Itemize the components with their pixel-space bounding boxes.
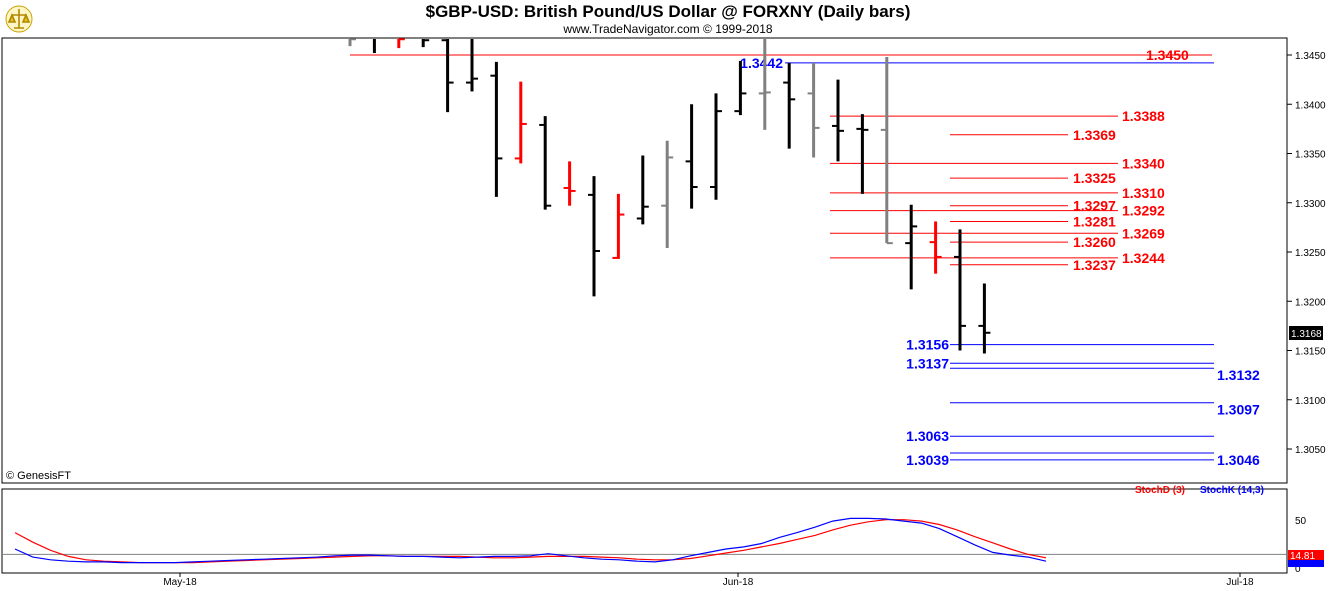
support-label: 1.3442: [740, 55, 783, 71]
stoch-last-badge: [1288, 550, 1324, 562]
ohlc-bar: [348, 38, 356, 47]
resistance-label: 1.3325: [1073, 170, 1116, 186]
stoch-k-badge: [1288, 560, 1324, 567]
ohlc-bar: [807, 62, 820, 158]
stoch-tick-label: 0: [1295, 564, 1301, 575]
ohlc-bar: [563, 161, 576, 206]
price-tick-label: 1.3300: [1295, 199, 1326, 210]
copyright-label: © GenesisFT: [6, 470, 71, 482]
price-tick-label: 1.3350: [1295, 150, 1326, 161]
time-tick-label: May-18: [163, 577, 197, 588]
ohlc-bar: [539, 116, 552, 210]
ohlc-bar: [421, 39, 430, 48]
resistance-label: 1.3340: [1122, 155, 1165, 171]
support-label: 1.3156: [906, 337, 949, 353]
price-axis: 1.3450 1.3400 1.3350 1.3300 1.3250 1.3200 1.31…: [1287, 51, 1326, 456]
ohlc-bar: [905, 204, 918, 290]
resistance-label: 1.3269: [1122, 225, 1165, 241]
resistance-label: 1.3260: [1073, 234, 1116, 250]
resistance-label: 1.3297: [1073, 198, 1116, 214]
ohlc-bar: [397, 38, 405, 49]
chart-title: $GBP-USD: British Pound/US Dollar @ FORX…: [425, 2, 911, 21]
ohlc-bar: [514, 81, 527, 164]
resistance-label: 1.3388: [1122, 108, 1165, 124]
ohlc-bar: [880, 56, 893, 245]
price-panel-frame: [1, 37, 1288, 484]
ohlc-bar: [685, 104, 698, 209]
ohlc-bar: [710, 93, 722, 200]
support-label: 1.3039: [906, 452, 949, 468]
reference-lines: 1.3450 1.3388 1.3369 1.3340 1.3325 1.3310 1.32…: [350, 47, 1260, 468]
resistance-label: 1.3281: [1073, 213, 1116, 229]
ohlc-bar: [734, 60, 747, 116]
legend-stochk: StochK (14,3): [1200, 485, 1264, 496]
ohlc-bar: [929, 221, 942, 274]
stoch-tick-label: 50: [1295, 516, 1307, 527]
price-tick-label: 1.3400: [1295, 100, 1326, 111]
price-tick-label: 1.3450: [1295, 51, 1326, 62]
support-label: 1.3046: [1217, 452, 1260, 468]
time-tick-label: Jul-18: [1226, 577, 1254, 588]
support-label: 1.3137: [906, 355, 949, 371]
ohlc-bar: [978, 283, 991, 354]
ohlc-bar: [588, 176, 600, 297]
resistance-label: 1.3244: [1122, 250, 1165, 266]
support-label: 1.3097: [1217, 402, 1260, 418]
resistance-label: 1.3292: [1122, 203, 1165, 219]
price-tick-label: 1.3200: [1295, 297, 1326, 308]
ohlc-bar: [856, 114, 869, 194]
support-label: 1.3132: [1217, 367, 1260, 383]
ohlc-bar: [490, 61, 503, 197]
stochk-series-line: [14, 517, 1047, 564]
price-tick-label: 1.3150: [1295, 347, 1326, 358]
stochastic-panel-frame: [1, 488, 1288, 574]
resistance-label: 1.3237: [1073, 257, 1116, 273]
legend-stochd: StochD (3): [1135, 485, 1185, 496]
ohlc-bar: [783, 62, 796, 149]
logo-icon: [5, 5, 33, 33]
ohlc-bar: [758, 39, 771, 130]
ohlc-bar: [636, 155, 649, 225]
time-axis: May-18 Jun-18 Jul-18: [163, 573, 1254, 588]
ohlc-bar: [832, 79, 844, 162]
chart-subtitle: www.TradeNavigator.com © 1999-2018: [563, 22, 773, 36]
price-tick-label: 1.3050: [1295, 445, 1326, 456]
stochastic-lines: 50 0: [3, 516, 1307, 575]
price-tick-label: 1.3250: [1295, 248, 1326, 259]
ohlc-bars: [348, 38, 991, 354]
time-tick-label: Jun-18: [723, 577, 754, 588]
ohlc-bar: [466, 39, 478, 92]
stoch-last-label: 14.81: [1290, 551, 1315, 562]
ohlc-bar: [661, 140, 674, 249]
resistance-label: 1.3310: [1122, 185, 1165, 201]
ohlc-bar: [441, 39, 454, 113]
support-label: 1.3063: [906, 428, 949, 444]
resistance-label: 1.3450: [1146, 47, 1189, 63]
resistance-label: 1.3369: [1073, 127, 1116, 143]
last-price-label: 1.3168: [1291, 329, 1322, 340]
ohlc-bar: [954, 229, 966, 351]
ohlc-bar: [612, 193, 625, 259]
price-tick-label: 1.3100: [1295, 396, 1326, 407]
last-price-badge: [1289, 326, 1323, 340]
